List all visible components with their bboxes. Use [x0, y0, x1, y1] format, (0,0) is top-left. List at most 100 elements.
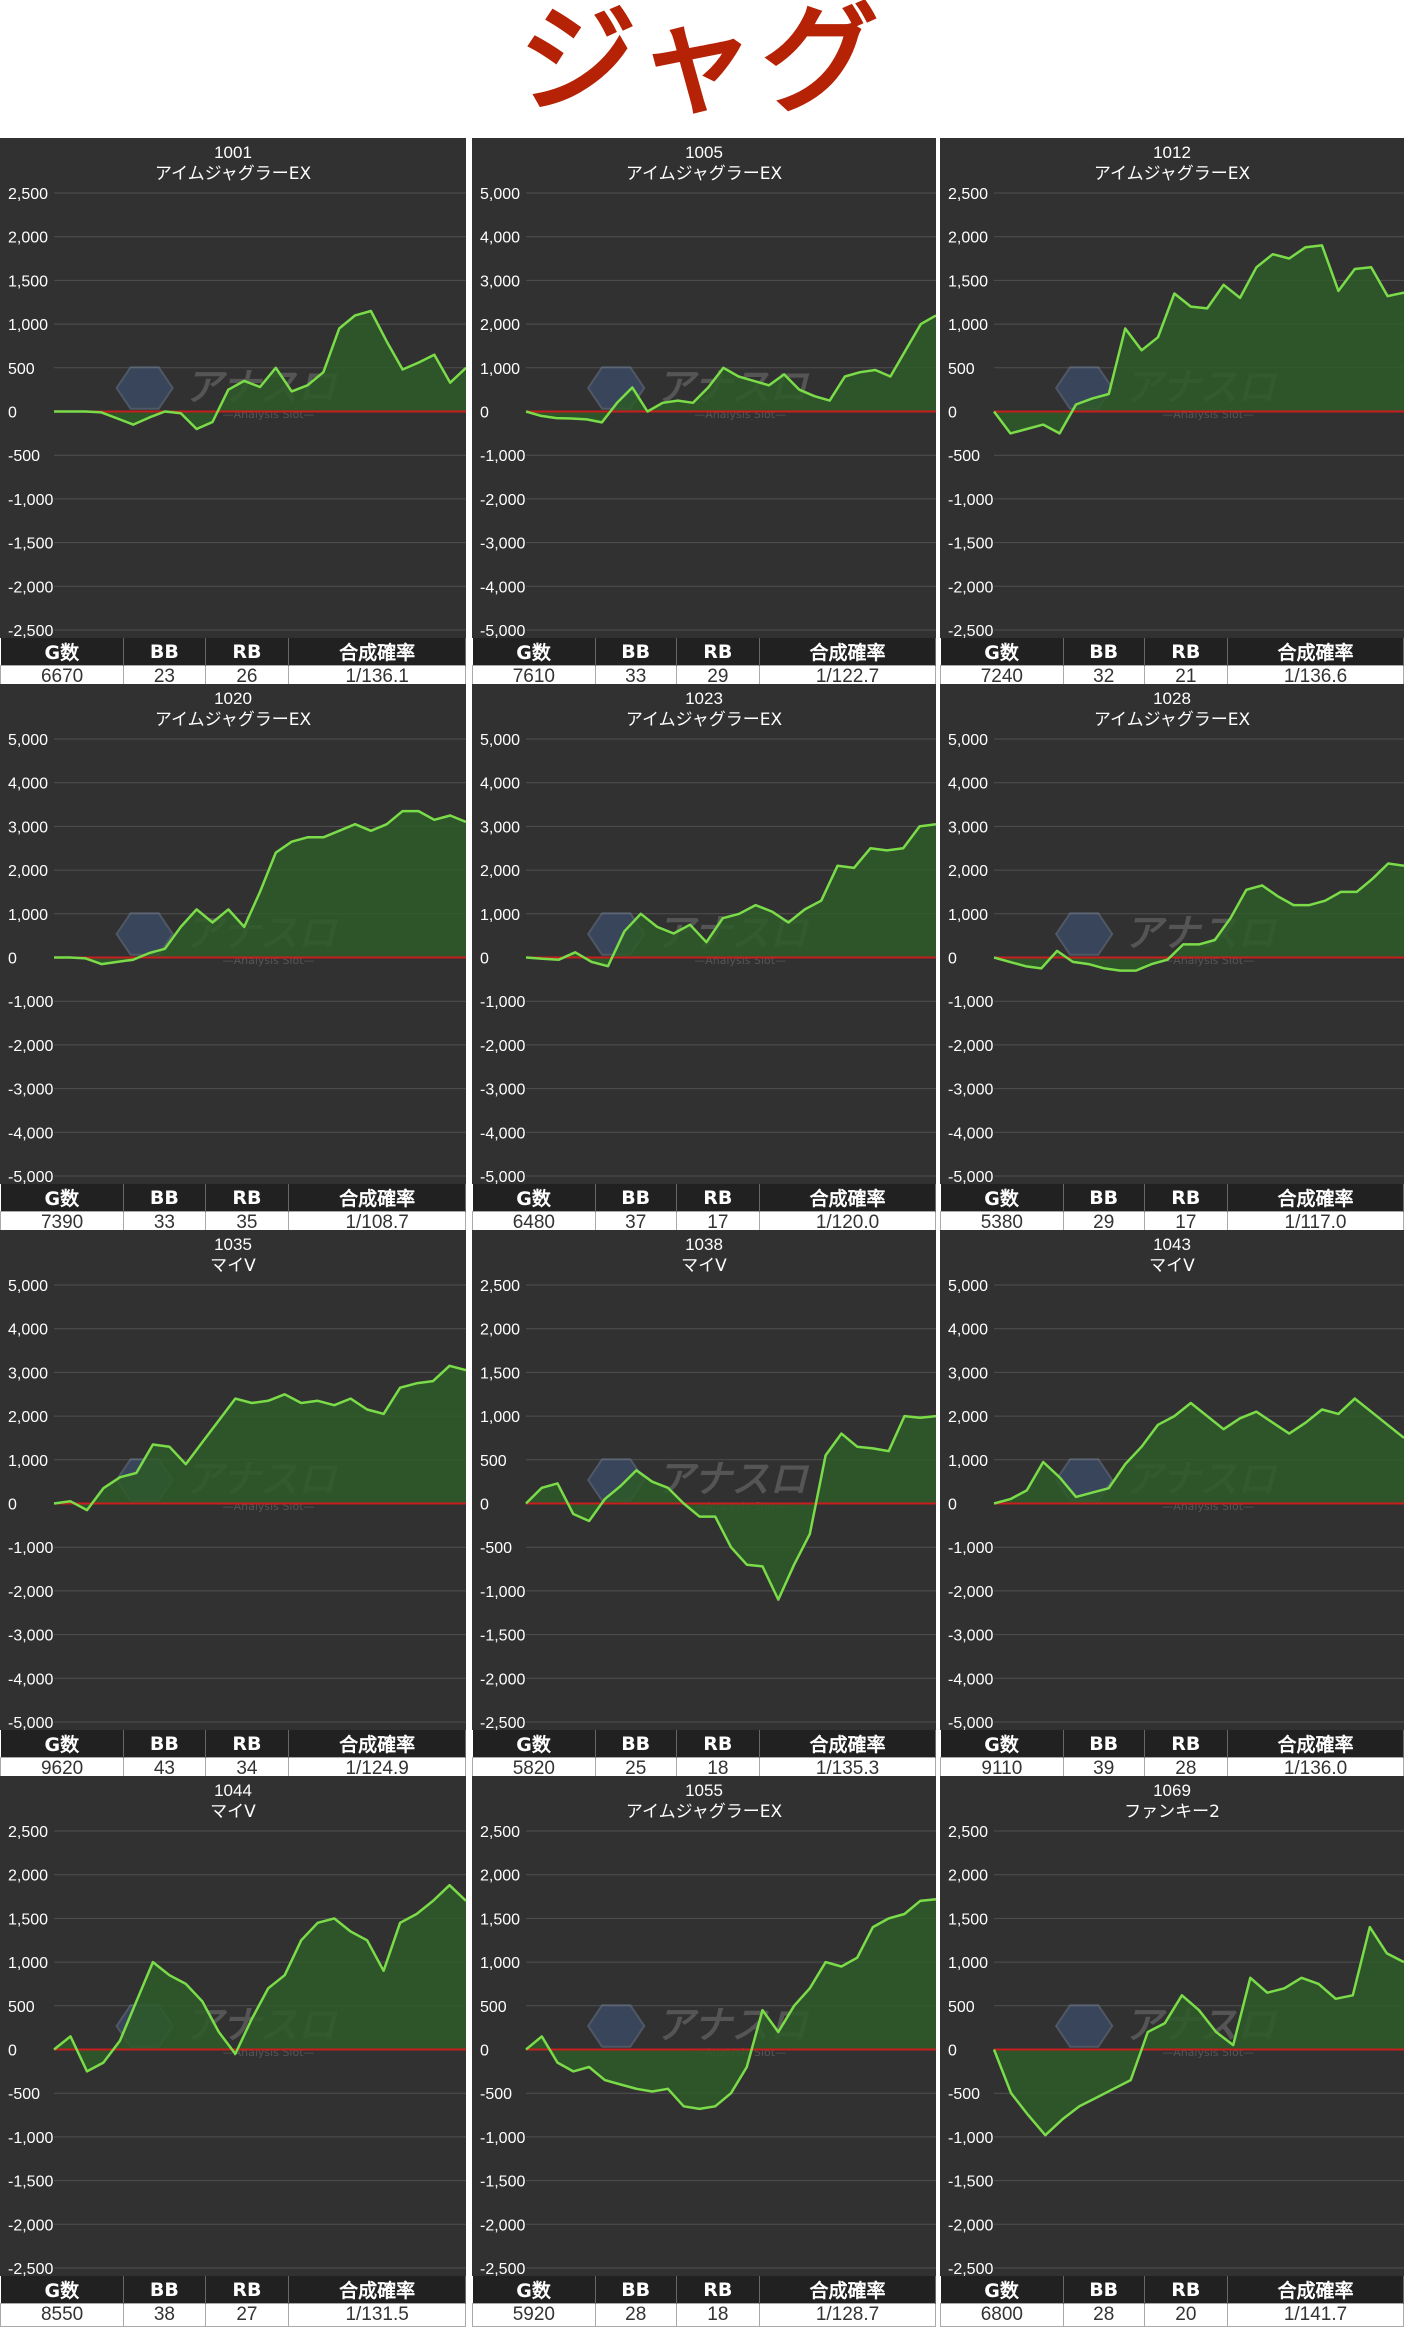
stats-table: G数 BB RB 合成確率 6800 28 20 1/141.7: [940, 2276, 1404, 2327]
y-tick-label: 4,000: [948, 1322, 988, 1339]
header-rb: RB: [676, 1730, 761, 1758]
hexagon-logo-icon: [1054, 2004, 1114, 2048]
y-tick-label: 2,000: [480, 317, 520, 334]
header-prob: 合成確率: [759, 638, 936, 666]
y-tick-label: 1,000: [480, 1409, 520, 1426]
stats-table: G数 BB RB 合成確率 9620 43 34 1/124.9: [0, 1730, 466, 1781]
chart-panel-1023: 1023 アイムジャグラーEX 5,000 4,000 3,000 2,000 1,000 0…: [472, 684, 936, 1235]
hexagon-logo-icon: [1054, 912, 1114, 956]
y-tick-label: 0: [8, 951, 17, 968]
y-tick-label: 3,000: [480, 819, 520, 836]
chart-subtitle: マイV: [210, 1256, 256, 1276]
y-tick-label: 0: [480, 405, 489, 422]
area-fill: [526, 1416, 936, 1600]
stats-table: G数 BB RB 合成確率 5380 29 17 1/117.0: [940, 1184, 1404, 1235]
y-tick-label: 2,000: [8, 1409, 48, 1426]
y-tick-label: 500: [948, 361, 975, 378]
y-tick-label: -2,000: [8, 1038, 53, 1055]
y-tick-label: 1,000: [8, 317, 48, 334]
cell-bb: 28: [594, 2303, 677, 2327]
y-tick-label: -2,000: [8, 1584, 53, 1601]
y-tick-label: 2,500: [480, 1278, 520, 1295]
header-prob: 合成確率: [1227, 2276, 1404, 2304]
header-bb: BB: [123, 1730, 206, 1758]
header-bb: BB: [1063, 638, 1145, 666]
y-tick-label: -2,000: [480, 1038, 525, 1055]
header-prob: 合成確率: [288, 638, 466, 666]
header-bb: BB: [595, 1184, 677, 1212]
y-tick-label: -2,000: [948, 1584, 993, 1601]
y-tick-label: 2,000: [948, 863, 988, 880]
y-tick-label: 1,000: [480, 1955, 520, 1972]
header-rb: RB: [205, 1730, 290, 1758]
y-tick-label: 2,000: [480, 863, 520, 880]
cell-bb: 28: [1062, 2303, 1145, 2327]
chart-panel-1012: 1012 アイムジャグラーEX 2,500 2,000 1,500 1,000 500 0 -5…: [940, 138, 1404, 689]
y-tick-label: 0: [8, 1497, 17, 1514]
chart-subtitle: アイムジャグラーEX: [155, 710, 312, 730]
header-rb: RB: [205, 1184, 290, 1212]
y-tick-label: -4,000: [480, 1125, 525, 1142]
cell-games: 5920: [472, 2303, 596, 2327]
header-bb: BB: [123, 2276, 206, 2304]
area-fill: [54, 311, 466, 429]
series-line: [53, 1364, 466, 1512]
y-tick-label: 1,500: [480, 1365, 520, 1382]
chart-title: 1012: [1153, 143, 1191, 162]
series-line: [525, 1897, 936, 2111]
header-bb: BB: [1063, 1730, 1145, 1758]
y-tick-label: -4,000: [948, 1671, 993, 1688]
y-tick-label: -1,000: [480, 994, 525, 1011]
cell-games: 9620: [0, 1757, 125, 1781]
y-tick-label: 3,000: [8, 819, 48, 836]
chart-title: 1038: [685, 1235, 723, 1254]
stats-table: G数 BB RB 合成確率 7240 32 21 1/136.6: [940, 638, 1404, 689]
y-tick-label: -3,000: [948, 1082, 993, 1099]
stats-table: G数 BB RB 合成確率 8550 38 27 1/131.5: [0, 2276, 466, 2327]
y-tick-label: 0: [480, 2043, 489, 2060]
y-tick-label: -2,000: [8, 2217, 53, 2234]
chart-title: 1035: [214, 1235, 252, 1254]
y-tick-label: 4,000: [480, 776, 520, 793]
chart-subtitle: マイV: [681, 1256, 727, 1276]
y-tick-label: -2,000: [948, 1038, 993, 1055]
header-prob: 合成確率: [1227, 638, 1404, 666]
chart-panel-1028: 1028 アイムジャグラーEX 5,000 4,000 3,000 2,000 1,000 0…: [940, 684, 1404, 1235]
area-fill: [54, 1885, 466, 2072]
y-tick-label: 3,000: [480, 273, 520, 290]
y-tick-label: 1,500: [948, 273, 988, 290]
y-tick-label: -1,000: [8, 2130, 53, 2147]
cell-probability: 1/131.5: [288, 2303, 466, 2327]
y-tick-label: 0: [948, 1497, 957, 1514]
chart-subtitle: マイV: [210, 1802, 256, 1822]
y-tick-label: -2,000: [948, 579, 993, 596]
header-rb: RB: [205, 2276, 290, 2304]
header-rb: RB: [205, 638, 290, 666]
stats-table: G数 BB RB 合成確率 9110 39 28 1/136.0: [940, 1730, 1404, 1781]
cell-games: 6800: [940, 2303, 1064, 2327]
y-tick-label: 0: [480, 951, 489, 968]
y-tick-label: 4,000: [948, 776, 988, 793]
y-tick-label: -1,500: [8, 536, 53, 553]
y-tick-label: 1,000: [948, 1955, 988, 1972]
header-g: G数: [0, 1184, 125, 1212]
header-bb: BB: [123, 638, 206, 666]
y-tick-label: 2,000: [8, 863, 48, 880]
y-tick-label: 1,000: [948, 1453, 988, 1470]
y-tick-label: -2,000: [480, 2217, 525, 2234]
y-tick-label: 1,500: [8, 273, 48, 290]
y-tick-label: -4,000: [8, 1125, 53, 1142]
y-tick-label: 1,500: [480, 1911, 520, 1928]
series-line: [993, 862, 1404, 972]
area-fill: [526, 824, 936, 967]
y-tick-label: 0: [948, 405, 957, 422]
y-tick-label: -1,000: [480, 448, 525, 465]
series-line: [993, 1397, 1404, 1505]
cell-rb: 18: [675, 2303, 761, 2327]
chart-subtitle: アイムジャグラーEX: [1094, 710, 1251, 730]
chart-1012: 1012 アイムジャグラーEX 2,500 2,000 1,500 1,000 500 0 -5…: [940, 138, 1404, 638]
y-tick-label: 5,000: [948, 732, 988, 749]
y-tick-label: 5,000: [480, 186, 520, 203]
stats-table: G数 BB RB 合成確率 7390 33 35 1/108.7: [0, 1184, 466, 1235]
y-tick-label: -1,500: [480, 1628, 525, 1645]
